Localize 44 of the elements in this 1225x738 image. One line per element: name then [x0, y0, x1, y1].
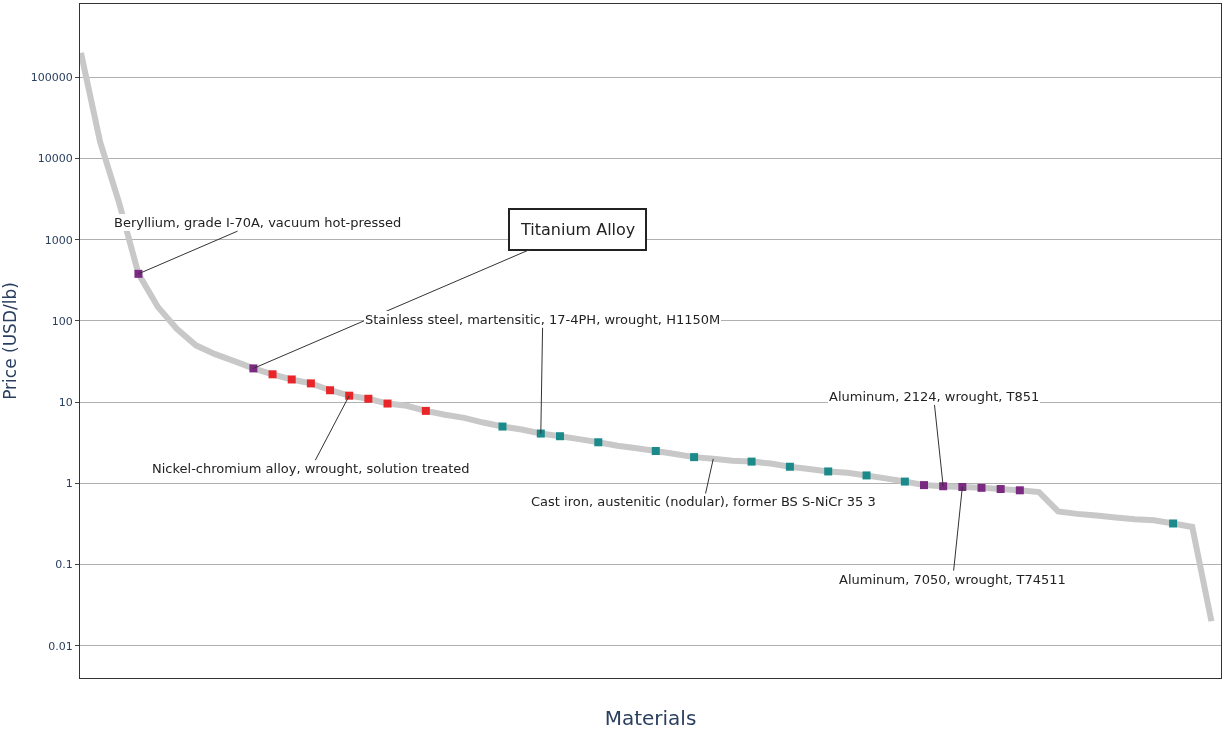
y-tick-label: 0.1: [55, 558, 73, 572]
point: [1169, 519, 1178, 528]
point: [958, 483, 967, 492]
y-tick-label: 100000: [30, 71, 73, 85]
point: [747, 457, 756, 466]
point: [134, 269, 143, 278]
point: [364, 394, 373, 403]
y-tick-label: 10: [58, 395, 73, 409]
point: [862, 471, 871, 480]
point: [306, 379, 315, 388]
y-tick-label: 1: [65, 477, 73, 491]
point: [594, 438, 603, 447]
point: [690, 453, 699, 462]
annotation: Beryllium, grade I-70A, vacuum hot-pressed: [114, 215, 402, 230]
annotation: Stainless steel, martensitic, 17-4PH, wrought, H1150M: [365, 312, 721, 327]
point: [555, 432, 564, 441]
point: [421, 406, 430, 415]
x-axis-title: Materials: [604, 705, 697, 730]
point: [1015, 486, 1024, 495]
y-tick-label: 1000: [44, 233, 73, 247]
point: [824, 467, 833, 476]
point: [977, 483, 986, 492]
annotation: Titanium Alloy: [520, 220, 636, 239]
annotation: Aluminum, 7050, wrought, T74511: [839, 572, 1066, 587]
point: [326, 386, 335, 395]
point: [536, 429, 545, 438]
point: [651, 446, 660, 455]
point: [900, 477, 909, 486]
point: [996, 485, 1005, 494]
annotation: Nickel-chromium alloy, wrought, solution treated: [152, 461, 470, 476]
point: [249, 364, 258, 373]
point: [268, 370, 277, 379]
y-tick-label: 0.01: [48, 639, 73, 653]
point: [345, 391, 354, 400]
y-axis-title: Price (USD/lb): [0, 282, 20, 400]
point: [785, 462, 794, 471]
y-tick-label: 10000: [37, 152, 73, 166]
point: [498, 422, 507, 431]
point: [920, 481, 929, 490]
y-tick-label: 100: [51, 314, 73, 328]
point: [287, 375, 296, 384]
annotation: Aluminum, 2124, wrought, T851: [829, 389, 1040, 404]
point: [383, 399, 392, 408]
annotation: Cast iron, austenitic (nodular), former BS S-NiCr 35 3: [531, 494, 876, 509]
